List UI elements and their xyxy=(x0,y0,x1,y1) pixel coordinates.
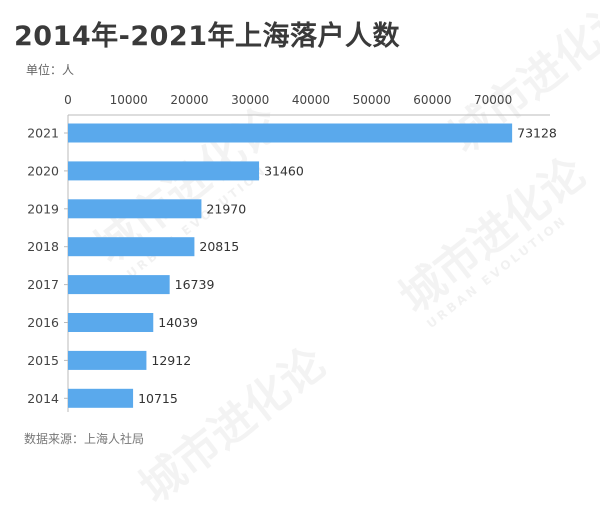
bar-2016 xyxy=(68,313,154,332)
source-note: 数据来源：上海人社局 xyxy=(24,432,145,446)
x-tick-label: 0 xyxy=(64,93,72,107)
y-category-label: 2017 xyxy=(27,277,59,292)
bar-2017 xyxy=(68,275,170,295)
bar-value-label: 73128 xyxy=(517,126,557,141)
bar-2019 xyxy=(68,199,202,219)
y-category-label: 2014 xyxy=(27,391,59,406)
x-tick-label: 10000 xyxy=(110,93,148,107)
y-category-label: 2018 xyxy=(27,239,59,254)
x-tick-label: 30000 xyxy=(231,93,269,107)
bar-2020 xyxy=(68,161,260,181)
x-tick-label: 60000 xyxy=(413,93,451,107)
bar-chart: 0 10000 20000 30000 40000 50000 60000 70000 2021… xyxy=(27,93,557,412)
y-category-label: 2016 xyxy=(27,315,59,330)
bar-2014 xyxy=(68,388,134,408)
bar-value-label: 12912 xyxy=(151,353,191,368)
chart-title: 2014年-2021年上海落户人数 xyxy=(14,21,400,52)
y-category-label: 2021 xyxy=(27,126,59,141)
bar-value-label: 21970 xyxy=(206,201,246,216)
y-category-label: 2019 xyxy=(27,201,59,216)
bar-value-label: 10715 xyxy=(138,391,178,406)
bar-value-label: 16739 xyxy=(175,277,215,292)
bar-2021 xyxy=(68,123,513,143)
x-tick-label: 40000 xyxy=(292,93,330,107)
y-category-label: 2020 xyxy=(27,163,59,178)
bar-value-label: 20815 xyxy=(199,239,239,254)
x-tick-label: 50000 xyxy=(353,93,391,107)
bar-value-label: 31460 xyxy=(264,163,304,178)
x-tick-label: 20000 xyxy=(170,93,208,107)
bar-2015 xyxy=(68,350,147,370)
y-category-label: 2015 xyxy=(27,353,59,368)
x-tick-label: 70000 xyxy=(474,93,512,107)
bar-2018 xyxy=(68,237,195,257)
bar-value-label: 14039 xyxy=(158,315,198,330)
unit-label: 单位：人 xyxy=(26,63,75,77)
